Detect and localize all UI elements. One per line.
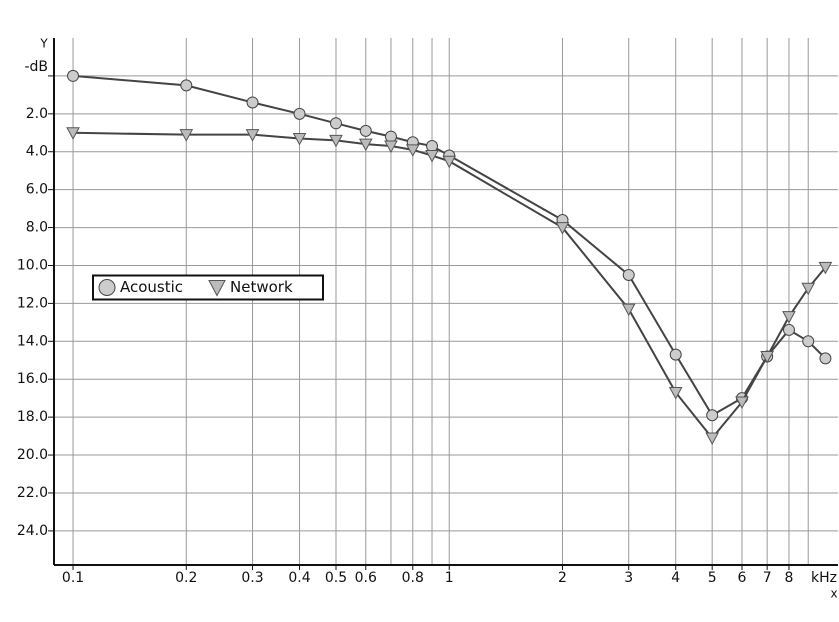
x-tick-label: 0.1 <box>62 570 84 586</box>
marker <box>735 396 749 410</box>
marker <box>67 69 80 82</box>
marker <box>358 138 373 152</box>
x-tick-label: 0.3 <box>241 570 263 586</box>
marker <box>292 132 307 146</box>
marker <box>384 130 397 143</box>
y-tick-label: 6.0 <box>26 182 48 198</box>
x-tick-label: 4 <box>671 570 680 586</box>
marker <box>801 282 816 296</box>
y-tick-label: 10.0 <box>17 257 48 273</box>
x-tick-label: 0.6 <box>355 570 377 586</box>
x-tick-label: 0.5 <box>325 570 347 586</box>
x-tick-label: 0.8 <box>402 570 424 586</box>
x-tick-label: 5 <box>708 570 717 586</box>
legend-swatch <box>208 280 226 297</box>
legend-label: Network <box>230 278 293 296</box>
marker <box>782 323 795 336</box>
marker <box>802 335 815 348</box>
marker <box>384 140 398 154</box>
legend-label: Acoustic <box>120 278 183 296</box>
marker <box>621 303 636 317</box>
x-tick-label: 0.2 <box>175 570 197 586</box>
marker <box>426 140 439 153</box>
series <box>66 127 833 446</box>
marker <box>425 150 439 163</box>
marker <box>180 79 193 92</box>
marker <box>293 107 306 120</box>
marker <box>706 409 719 422</box>
x-tick-label: 7 <box>763 570 772 586</box>
x-tick-label: 6 <box>738 570 747 586</box>
y-tick-label: 8.0 <box>26 220 48 236</box>
y-tick-label: 2.0 <box>26 106 48 122</box>
legend-swatch <box>98 279 116 296</box>
x-axis-unit: kHz <box>811 570 837 586</box>
marker <box>442 155 457 169</box>
legend-box <box>92 274 324 301</box>
y-tick-label: 12.0 <box>17 295 48 311</box>
x-tick-label: 0.4 <box>288 570 310 586</box>
y-tick-label: 24.0 <box>17 523 48 539</box>
marker <box>760 350 774 364</box>
y-tick-label: 18.0 <box>17 409 48 425</box>
marker <box>245 129 260 142</box>
marker <box>329 134 343 148</box>
y-tick-label: 16.0 <box>17 371 48 387</box>
x-axis-label: x <box>830 587 837 601</box>
marker <box>405 144 420 157</box>
legend: Acoustic Network <box>92 274 324 301</box>
x-tick-label: 1 <box>445 570 454 586</box>
grid <box>54 38 838 565</box>
y-axis-label: Y <box>39 37 48 51</box>
y-tick-label: 14.0 <box>17 333 48 349</box>
marker <box>818 261 833 275</box>
y-tick-label: 4.0 <box>26 144 48 160</box>
marker <box>66 127 80 140</box>
y-tick-label: 22.0 <box>17 485 48 501</box>
marker <box>782 311 796 324</box>
y-tick-label: -dB <box>24 59 48 75</box>
marker <box>669 348 682 361</box>
marker <box>359 124 372 137</box>
marker <box>179 129 194 142</box>
marker <box>705 432 720 446</box>
marker <box>246 96 259 109</box>
marker <box>819 352 832 365</box>
x-tick-label: 2 <box>558 570 567 586</box>
marker <box>555 222 570 235</box>
marker <box>668 386 683 400</box>
x-tick-label: 3 <box>624 570 633 586</box>
marker <box>329 117 342 130</box>
y-tick-label: 20.0 <box>17 447 48 463</box>
marker <box>622 268 635 281</box>
x-tick-label: 8 <box>785 570 794 586</box>
